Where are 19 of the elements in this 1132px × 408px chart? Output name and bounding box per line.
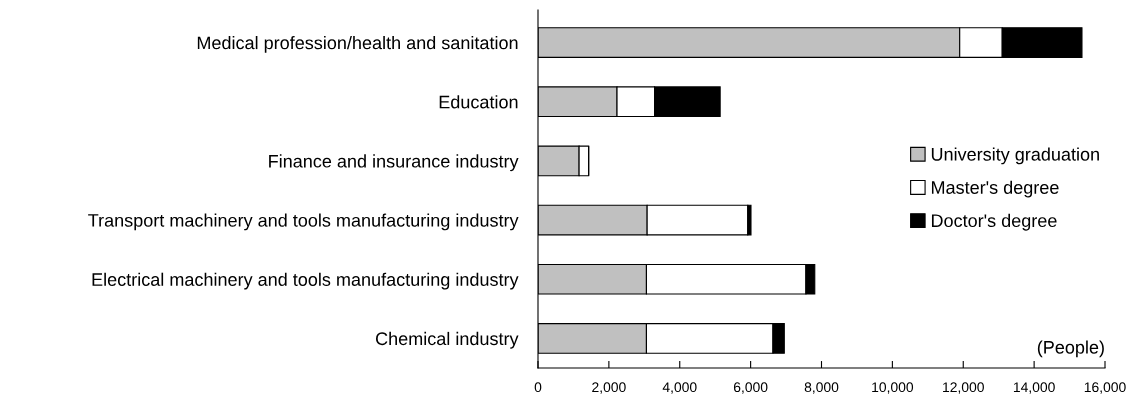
y-tick-label: Education [439, 95, 518, 109]
legend-label: Master's degree [931, 180, 1059, 198]
y-tick-label: Electrical machinery and tools manufacturing industry [92, 272, 519, 290]
x-tick-label: 8,000 [804, 382, 839, 394]
legend-label: Doctor's degree [931, 213, 1057, 231]
legend-label: University graduation [931, 147, 1099, 165]
x-tick-label: 0 [534, 382, 542, 393]
y-tick-label: Chemical industry [375, 331, 519, 349]
x-tick-label: 14,000 [1013, 382, 1055, 394]
y-tick-label: Finance and insurance industry [269, 154, 519, 172]
x-tick-label: 10,000 [872, 382, 914, 394]
x-tick-label: 12,000 [943, 382, 984, 394]
x-tick-label: 4,000 [662, 382, 697, 394]
annotation: (People) [1037, 340, 1104, 358]
x-tick-label: 2,000 [592, 382, 626, 394]
y-tick-label: Medical profession/health and sanitation [197, 36, 518, 53]
x-tick-label: 6,000 [733, 382, 768, 394]
x-tick-label: 16,000 [1084, 382, 1126, 394]
y-tick-label: Transport machinery and tools manufacturing industry [88, 213, 519, 231]
